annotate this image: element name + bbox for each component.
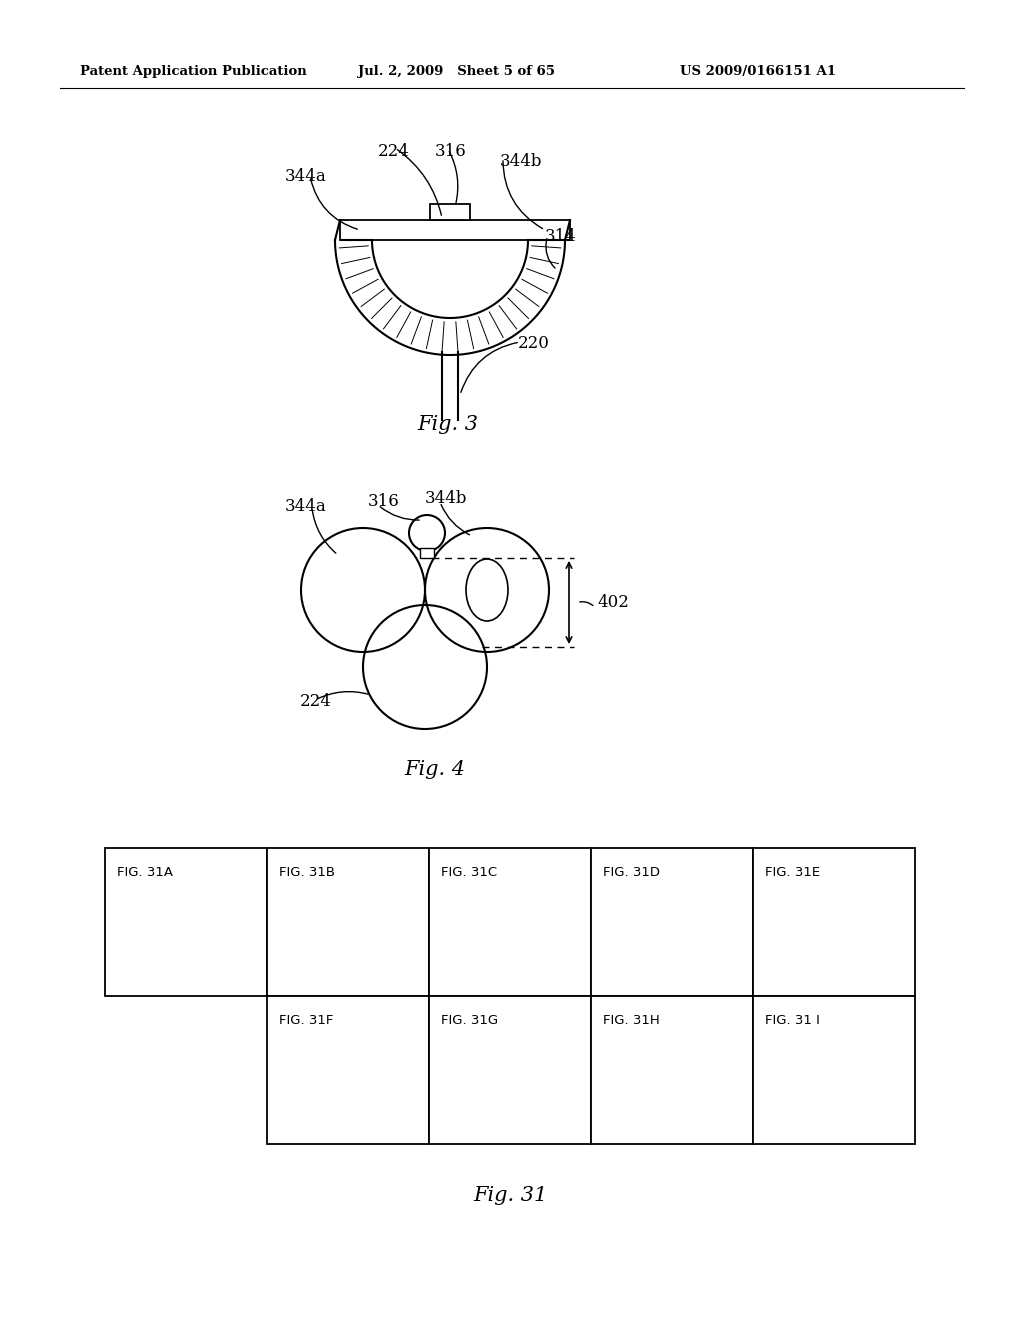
Text: FIG. 31H: FIG. 31H [603,1014,659,1027]
Text: FIG. 31A: FIG. 31A [117,866,173,879]
Text: 344a: 344a [285,168,327,185]
Bar [105,847,267,997]
Text: 314: 314 [545,228,577,246]
Bar [429,847,591,997]
Text: Jul. 2, 2009   Sheet 5 of 65: Jul. 2, 2009 Sheet 5 of 65 [358,66,555,78]
Bar [591,997,753,1144]
Bar [267,847,429,997]
Text: 344a: 344a [285,498,327,515]
Text: Fig. 31: Fig. 31 [473,1185,547,1205]
Text: Fig. 4: Fig. 4 [404,760,466,779]
Text: 344b: 344b [425,490,468,507]
Text: Patent Application Publication: Patent Application Publication [80,66,307,78]
Text: FIG. 31D: FIG. 31D [603,866,660,879]
Bar [591,847,753,997]
Text: 224: 224 [300,693,332,710]
Text: 344b: 344b [500,153,543,170]
Text: FIG. 31F: FIG. 31F [279,1014,334,1027]
Text: FIG. 31E: FIG. 31E [765,866,820,879]
Text: FIG. 31C: FIG. 31C [441,866,497,879]
Bar [753,847,915,997]
Text: Fig. 3: Fig. 3 [418,414,478,434]
Text: 224: 224 [378,143,410,160]
Bar [267,997,429,1144]
Bar [340,220,570,240]
Bar [420,548,434,558]
Text: 220: 220 [518,335,550,352]
Bar [429,997,591,1144]
Bar [753,997,915,1144]
Text: 402: 402 [597,594,629,611]
Bar [430,205,470,220]
Text: 316: 316 [368,492,399,510]
Text: FIG. 31 I: FIG. 31 I [765,1014,820,1027]
Text: 316: 316 [435,143,467,160]
Text: FIG. 31G: FIG. 31G [441,1014,498,1027]
Text: FIG. 31B: FIG. 31B [279,866,335,879]
Text: US 2009/0166151 A1: US 2009/0166151 A1 [680,66,836,78]
